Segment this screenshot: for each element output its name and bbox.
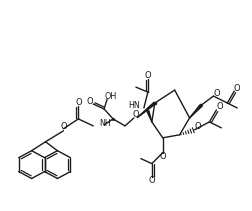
Text: O: O — [216, 103, 223, 111]
Text: NH: NH — [99, 119, 111, 128]
Text: O: O — [148, 176, 155, 185]
Text: OH: OH — [105, 92, 117, 101]
Text: O: O — [145, 71, 151, 80]
Text: O: O — [194, 122, 201, 131]
Text: O: O — [234, 84, 241, 93]
Polygon shape — [147, 111, 152, 122]
Text: O: O — [60, 122, 67, 131]
Text: O: O — [133, 110, 139, 119]
Polygon shape — [137, 102, 155, 118]
Text: O: O — [87, 96, 93, 106]
Text: O: O — [160, 152, 166, 161]
Text: O: O — [75, 97, 82, 107]
Text: HN: HN — [128, 100, 140, 110]
Text: O: O — [213, 89, 220, 97]
Polygon shape — [190, 104, 202, 118]
